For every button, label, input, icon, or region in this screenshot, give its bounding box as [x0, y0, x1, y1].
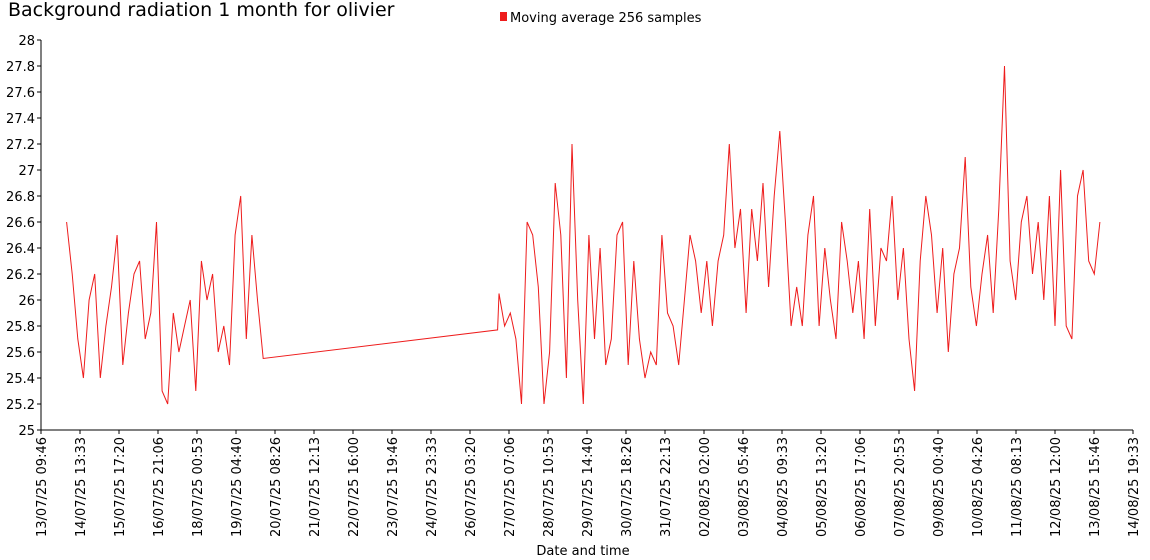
x-tick-label: 10/08/25 04:26	[971, 437, 986, 537]
x-tick-label: 29/07/25 14:40	[581, 437, 596, 537]
chart-title: Background radiation 1 month for olivier	[8, 0, 395, 21]
legend-label: Moving average 256 samples	[510, 11, 702, 26]
y-tick-label: 28	[18, 34, 35, 49]
x-tick-label: 11/08/25 08:13	[1010, 437, 1025, 537]
x-tick-label: 19/07/25 04:40	[230, 437, 245, 537]
x-tick-label: 24/07/25 23:33	[425, 437, 440, 537]
x-tick-label: 15/07/25 17:20	[113, 437, 128, 537]
x-tick-label: 16/07/25 21:06	[152, 437, 167, 537]
y-tick-label: 26.8	[6, 190, 35, 205]
x-tick-label: 14/08/25 19:33	[1127, 437, 1142, 537]
x-axis-label: Date and time	[536, 544, 629, 559]
x-tick-label: 12/08/25 12:00	[1049, 437, 1064, 537]
y-tick-label: 26.2	[6, 268, 35, 283]
y-tick-label: 26.4	[6, 242, 35, 257]
x-tick-label: 28/07/25 10:53	[542, 437, 557, 537]
x-tick-label: 04/08/25 09:33	[776, 437, 791, 537]
x-tick-label: 22/07/25 16:00	[347, 437, 362, 537]
x-tick-label: 26/07/25 03:20	[464, 437, 479, 537]
y-tick-label: 25.2	[6, 398, 35, 413]
y-tick-label: 27.4	[6, 112, 35, 127]
x-tick-label: 21/07/25 12:13	[308, 437, 323, 537]
y-tick-label: 25.8	[6, 320, 35, 335]
x-tick-label: 05/08/25 13:20	[815, 437, 830, 537]
y-tick-label: 27.2	[6, 138, 35, 153]
x-tick-label: 18/07/25 00:53	[191, 437, 206, 537]
y-tick-label: 27.6	[6, 86, 35, 101]
y-tick-label: 25	[18, 424, 35, 439]
y-tick-label: 25.4	[6, 372, 35, 387]
x-tick-label: 30/07/25 18:26	[620, 437, 635, 537]
x-tick-label: 03/08/25 05:46	[737, 437, 752, 537]
x-tick-label: 14/07/25 13:33	[74, 437, 89, 537]
x-tick-label: 13/08/25 15:46	[1088, 437, 1103, 537]
y-tick-label: 26.6	[6, 216, 35, 231]
legend-swatch	[500, 12, 507, 21]
y-tick-label: 26	[18, 294, 35, 309]
x-tick-label: 20/07/25 08:26	[269, 437, 284, 537]
x-tick-label: 23/07/25 19:46	[386, 437, 401, 537]
x-tick-label: 02/08/25 02:00	[698, 437, 713, 537]
y-tick-label: 27.8	[6, 60, 35, 75]
y-tick-label: 25.6	[6, 346, 35, 361]
x-tick-label: 27/07/25 07:06	[503, 437, 518, 537]
data-line	[66, 65, 1101, 405]
x-tick-label: 07/08/25 20:53	[893, 437, 908, 537]
x-tick-label: 06/08/25 17:06	[854, 437, 869, 537]
x-tick-label: 13/07/25 09:46	[35, 437, 50, 537]
x-tick-label: 31/07/25 22:13	[659, 437, 674, 537]
x-tick-label: 09/08/25 00:40	[932, 437, 947, 537]
y-tick-label: 27	[18, 164, 35, 179]
